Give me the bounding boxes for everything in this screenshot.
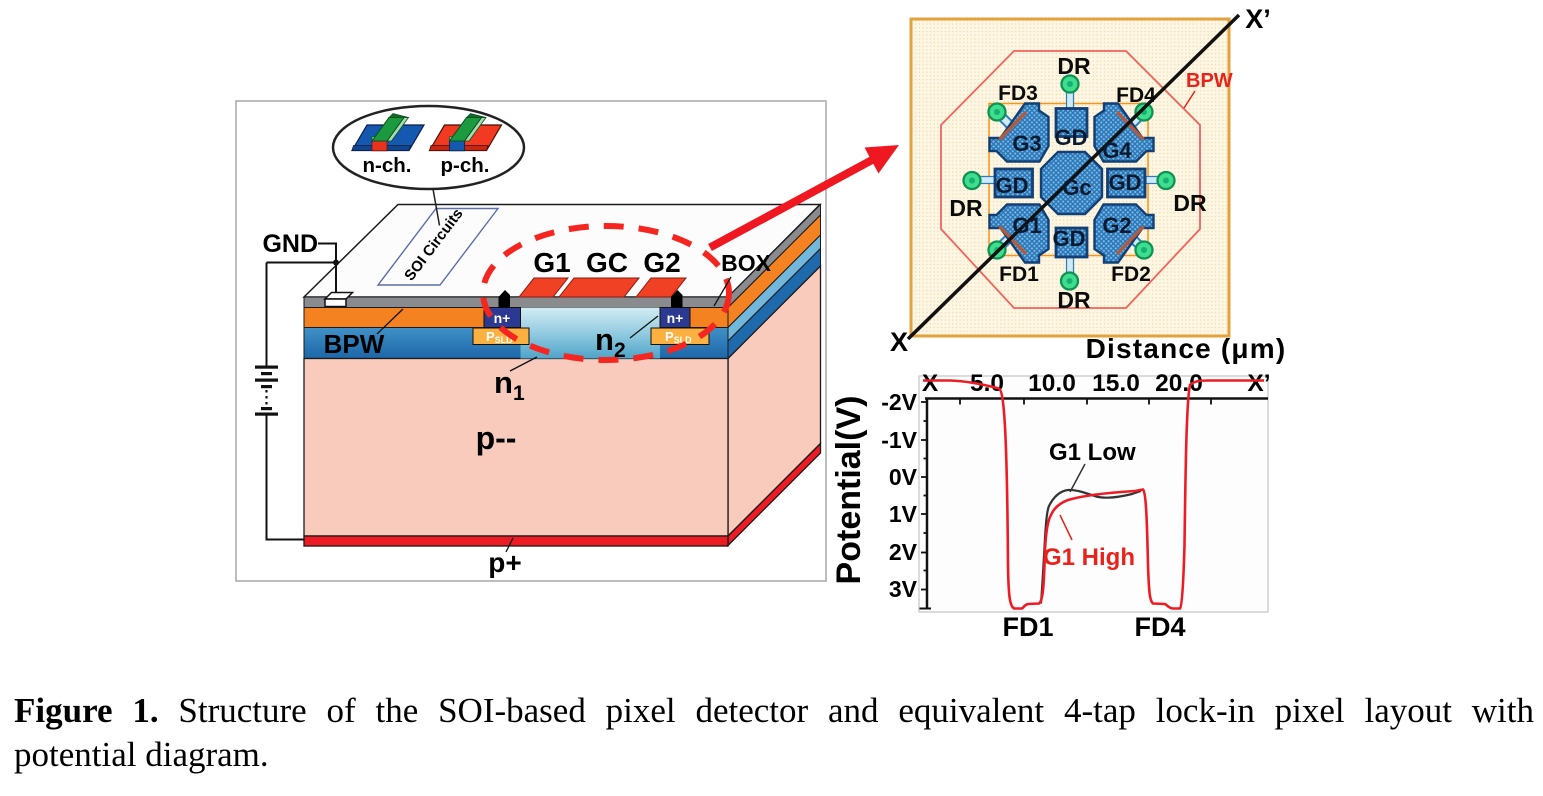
svg-text:G2: G2	[643, 247, 680, 278]
svg-text:X: X	[890, 327, 908, 357]
svg-text:FD4: FD4	[1116, 84, 1156, 107]
svg-text:BPW: BPW	[324, 329, 385, 359]
svg-text:G1: G1	[1012, 213, 1041, 238]
svg-text:Distance (μm): Distance (μm)	[1086, 333, 1287, 364]
svg-text:G1 Low: G1 Low	[1049, 439, 1136, 466]
svg-text:FD1: FD1	[999, 263, 1039, 286]
svg-text:FD4: FD4	[1134, 612, 1185, 642]
svg-text:p-ch.: p-ch.	[441, 154, 490, 177]
svg-text:Gc: Gc	[1062, 175, 1091, 200]
svg-text:G1 High: G1 High	[1043, 544, 1135, 571]
svg-text:X: X	[922, 370, 939, 397]
svg-text:Potential(V): Potential(V)	[830, 396, 868, 585]
svg-text:n-ch.: n-ch.	[363, 154, 412, 177]
svg-text:n+: n+	[667, 310, 684, 326]
svg-text:G1: G1	[533, 247, 570, 278]
svg-text:GD: GD	[1109, 170, 1142, 195]
svg-text:2V: 2V	[889, 539, 918, 565]
svg-text:GD: GD	[996, 173, 1029, 198]
svg-text:GD: GD	[1055, 125, 1088, 150]
svg-text:1V: 1V	[889, 501, 918, 527]
svg-text:DR: DR	[949, 195, 983, 221]
svg-text:FD2: FD2	[1111, 263, 1151, 286]
svg-text:10.0: 10.0	[1028, 370, 1076, 397]
svg-text:p+: p+	[488, 547, 521, 578]
svg-text:BOX: BOX	[721, 250, 772, 276]
svg-text:-2V: -2V	[881, 389, 917, 415]
svg-text:GC: GC	[586, 247, 628, 278]
svg-text:-1V: -1V	[881, 427, 917, 453]
svg-text:GND: GND	[262, 230, 318, 258]
svg-text:GD: GD	[1053, 226, 1086, 251]
svg-text:G4: G4	[1102, 138, 1132, 163]
svg-text:p--: p--	[476, 420, 517, 456]
svg-text:DR: DR	[1057, 53, 1091, 79]
svg-text:X’: X’	[1247, 370, 1270, 397]
svg-text:FD3: FD3	[998, 82, 1038, 105]
svg-text:DR: DR	[1057, 287, 1091, 313]
svg-text:X’: X’	[1245, 4, 1271, 34]
svg-text:20.0: 20.0	[1155, 370, 1203, 397]
svg-text:DR: DR	[1173, 190, 1207, 216]
svg-text:FD1: FD1	[1002, 612, 1053, 642]
svg-text:0V: 0V	[889, 464, 918, 490]
svg-text:n+: n+	[494, 310, 511, 326]
svg-text:G2: G2	[1102, 213, 1131, 238]
svg-text:BPW: BPW	[1186, 70, 1233, 92]
svg-text:3V: 3V	[889, 576, 918, 602]
svg-text:G3: G3	[1012, 131, 1041, 156]
svg-text:15.0: 15.0	[1092, 370, 1140, 397]
